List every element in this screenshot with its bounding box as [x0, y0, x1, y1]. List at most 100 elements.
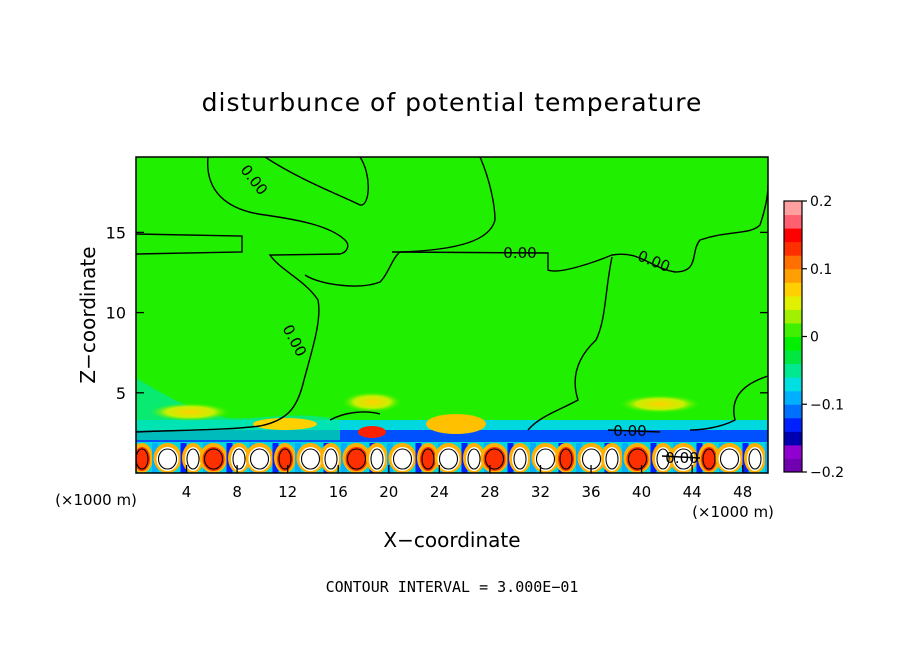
plot-frame — [135, 156, 769, 474]
cell-contour — [484, 448, 505, 470]
cell-contour — [467, 448, 481, 470]
cell-contour — [370, 448, 384, 470]
cell-contour — [186, 448, 200, 470]
colorbar-swatch — [784, 444, 802, 459]
cell-core — [701, 447, 717, 471]
colorbar-swatch — [784, 282, 802, 297]
cell-core — [299, 447, 322, 471]
plot-area — [136, 157, 768, 473]
colorbar-tick-label: 0 — [810, 330, 819, 346]
cell-contour — [748, 448, 762, 470]
cell-core — [604, 447, 620, 471]
cell-contour — [438, 448, 459, 470]
y-tick-label: 15 — [106, 223, 126, 242]
colorbar-swatch — [784, 322, 802, 337]
colorbar-swatch — [784, 377, 802, 392]
x-tick-label: 32 — [531, 483, 550, 501]
cell-core — [345, 447, 368, 471]
x-axis: 4 8 12 16 20 24 28 32 36 40 44 48 — [182, 465, 752, 501]
colorbar-swatch — [784, 404, 802, 419]
cell-core — [185, 447, 201, 471]
warm-patch — [253, 418, 317, 430]
chart-title: disturbunce of potential temperature — [202, 88, 703, 117]
colorbar-swatch — [784, 350, 802, 365]
colorbar-swatch — [784, 336, 802, 351]
colorbar-swatch — [784, 417, 802, 432]
contour-line — [264, 157, 369, 206]
cell-contour — [324, 448, 338, 470]
colorbar-swatch — [784, 431, 802, 446]
x-tick-label: 28 — [480, 483, 499, 501]
x-tick-label: 8 — [232, 483, 242, 501]
hot-core — [358, 426, 386, 438]
cell-core — [369, 447, 385, 471]
colorbar-swatch — [784, 228, 802, 243]
cell-contour — [232, 448, 246, 470]
colorbar-swatch — [784, 214, 802, 229]
surface-cells — [136, 443, 768, 473]
cell-contour — [673, 448, 694, 470]
cell-contour — [656, 448, 670, 470]
cell-contour — [627, 448, 648, 470]
cell-core — [483, 447, 506, 471]
y-axis: 5 10 15 — [106, 223, 768, 403]
cell-contour — [605, 448, 619, 470]
contour-line — [661, 455, 701, 459]
cell-contour — [136, 448, 149, 470]
cell-core — [626, 447, 649, 471]
contour-interval-note: CONTOUR INTERVAL = 3.000E−01 — [326, 578, 579, 596]
y-tick-label: 10 — [106, 304, 126, 323]
y-tick-label: 5 — [116, 384, 126, 403]
contour-label: 0.00 — [613, 422, 646, 440]
x-tick-label: 40 — [632, 483, 651, 501]
contour-label: 0.00 — [665, 449, 698, 467]
cell-contour — [278, 448, 292, 470]
cell-gap — [765, 443, 768, 473]
contour-line — [136, 233, 243, 255]
cell-contour — [249, 448, 270, 470]
contour-line — [329, 411, 381, 421]
y-axis-label: Z−coordinate — [76, 246, 100, 383]
contour-line — [136, 157, 349, 433]
colorbar-tick-label: 0.2 — [810, 194, 832, 210]
cell-core — [655, 447, 671, 471]
warm-patch — [620, 395, 700, 413]
colorbar-swatch — [784, 390, 802, 405]
contour-line — [391, 184, 768, 273]
colorbar-swatch — [784, 363, 802, 378]
cell-core — [437, 447, 460, 471]
cell-core — [558, 447, 574, 471]
x-tick-label: 20 — [379, 483, 398, 501]
cell-core — [231, 447, 247, 471]
x-tick-label: 4 — [182, 483, 192, 501]
x-tick-label: 16 — [329, 483, 348, 501]
cell-core — [248, 447, 271, 471]
cell-contour — [535, 448, 556, 470]
cell-core — [512, 447, 528, 471]
colorbar-tick-label: 0.1 — [810, 262, 832, 278]
cell-core — [391, 447, 414, 471]
colorbar-tick-label: −0.1 — [810, 397, 844, 413]
colorbar-tick-label: −0.2 — [810, 465, 844, 481]
x-tick-label: 12 — [278, 483, 297, 501]
cell-core — [202, 447, 225, 471]
x-tick-label: 48 — [733, 483, 752, 501]
warm-patch — [150, 403, 230, 421]
cell-contour — [300, 448, 321, 470]
cell-contour — [719, 448, 740, 470]
contour-label: 0.00 — [503, 244, 536, 262]
cell-core — [534, 447, 557, 471]
colorbar-swatch — [784, 268, 802, 283]
cell-contour — [702, 448, 716, 470]
cell-contour — [559, 448, 573, 470]
cell-contour — [392, 448, 413, 470]
cell-core — [420, 447, 436, 471]
x-tick-label: 24 — [430, 483, 449, 501]
contour-lines — [136, 157, 768, 459]
x-tick-label: 44 — [683, 483, 702, 501]
cell-contour — [157, 448, 178, 470]
colorbar-swatch — [784, 255, 802, 270]
cell-core — [747, 447, 763, 471]
cell-core — [156, 447, 179, 471]
